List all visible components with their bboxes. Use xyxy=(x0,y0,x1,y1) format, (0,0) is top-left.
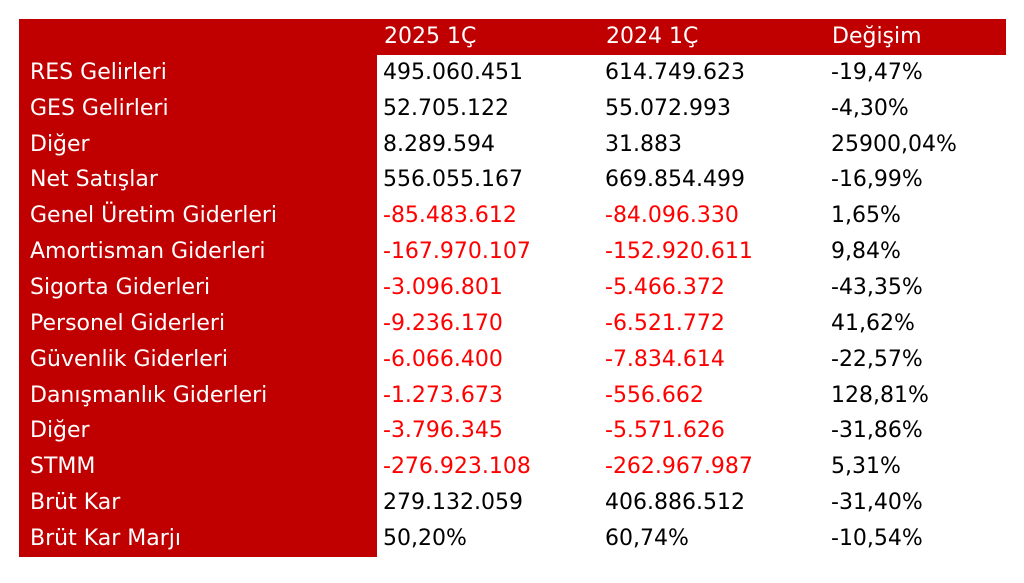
value-2025-q1: -3.096.801 xyxy=(377,270,599,306)
value-change: -16,99% xyxy=(825,162,1006,199)
value-2024-q1: -152.920.611 xyxy=(599,234,825,271)
row-label: Amortisman Giderleri xyxy=(19,234,377,271)
value-2024-q1: -5.466.372 xyxy=(599,270,825,306)
value-2024-q1: 669.854.499 xyxy=(599,162,825,199)
value-change: 5,31% xyxy=(825,449,1006,486)
financial-table: 2025 1Ç 2024 1Ç Değişim RES Gelirleri 495… xyxy=(19,19,1006,557)
value-2025-q1: -9.236.170 xyxy=(377,305,599,342)
row-label: RES Gelirleri xyxy=(19,54,377,91)
value-2024-q1: -262.967.987 xyxy=(599,449,825,486)
row-label: Net Satışlar xyxy=(19,162,377,199)
value-2024-q1: -84.096.330 xyxy=(599,198,825,235)
row-label: Personel Giderleri xyxy=(19,305,377,342)
value-2024-q1: -556.662 xyxy=(599,377,825,414)
row-label: Brüt Kar xyxy=(19,485,377,522)
value-2025-q1: -6.066.400 xyxy=(377,341,599,378)
value-change: -22,57% xyxy=(825,341,1006,378)
value-2024-q1: 55.072.993 xyxy=(599,90,825,127)
value-2025-q1: 279.132.059 xyxy=(377,485,599,522)
value-2024-q1: 406.886.512 xyxy=(599,485,825,522)
value-2025-q1: -3.796.345 xyxy=(377,413,599,450)
value-change: 25900,04% xyxy=(825,126,1006,163)
row-label: Diğer xyxy=(19,413,377,450)
value-2024-q1: -6.521.772 xyxy=(599,305,825,342)
header-2025-q1: 2025 1Ç xyxy=(377,19,599,55)
value-change: -19,47% xyxy=(825,54,1006,91)
value-change: 128,81% xyxy=(825,377,1006,414)
value-2024-q1: -7.834.614 xyxy=(599,341,825,378)
row-label: Danışmanlık Giderleri xyxy=(19,377,377,414)
value-2024-q1: -5.571.626 xyxy=(599,413,825,450)
header-change: Değişim xyxy=(825,19,1006,55)
value-2025-q1: -167.970.107 xyxy=(377,234,599,271)
value-change: -10,54% xyxy=(825,521,1006,557)
value-2025-q1: 50,20% xyxy=(377,521,599,557)
row-label: STMM xyxy=(19,449,377,486)
value-change: 9,84% xyxy=(825,234,1006,271)
value-change: -43,35% xyxy=(825,270,1006,306)
value-2025-q1: -276.923.108 xyxy=(377,449,599,486)
value-change: 41,62% xyxy=(825,305,1006,342)
row-label: Sigorta Giderleri xyxy=(19,270,377,306)
row-label: Güvenlik Giderleri xyxy=(19,341,377,378)
value-change: -4,30% xyxy=(825,90,1006,127)
value-change: -31,86% xyxy=(825,413,1006,450)
value-2025-q1: -85.483.612 xyxy=(377,198,599,235)
row-label: Brüt Kar Marjı xyxy=(19,521,377,557)
header-corner xyxy=(19,19,377,55)
value-2025-q1: 52.705.122 xyxy=(377,90,599,127)
value-2025-q1: -1.273.673 xyxy=(377,377,599,414)
value-2024-q1: 60,74% xyxy=(599,521,825,557)
header-2024-q1: 2024 1Ç xyxy=(599,19,825,55)
value-change: -31,40% xyxy=(825,485,1006,522)
row-label: GES Gelirleri xyxy=(19,90,377,127)
value-2025-q1: 556.055.167 xyxy=(377,162,599,199)
value-2025-q1: 8.289.594 xyxy=(377,126,599,163)
value-2024-q1: 31.883 xyxy=(599,126,825,163)
value-2025-q1: 495.060.451 xyxy=(377,54,599,91)
row-label: Genel Üretim Giderleri xyxy=(19,198,377,235)
row-label: Diğer xyxy=(19,126,377,163)
value-2024-q1: 614.749.623 xyxy=(599,54,825,91)
value-change: 1,65% xyxy=(825,198,1006,235)
